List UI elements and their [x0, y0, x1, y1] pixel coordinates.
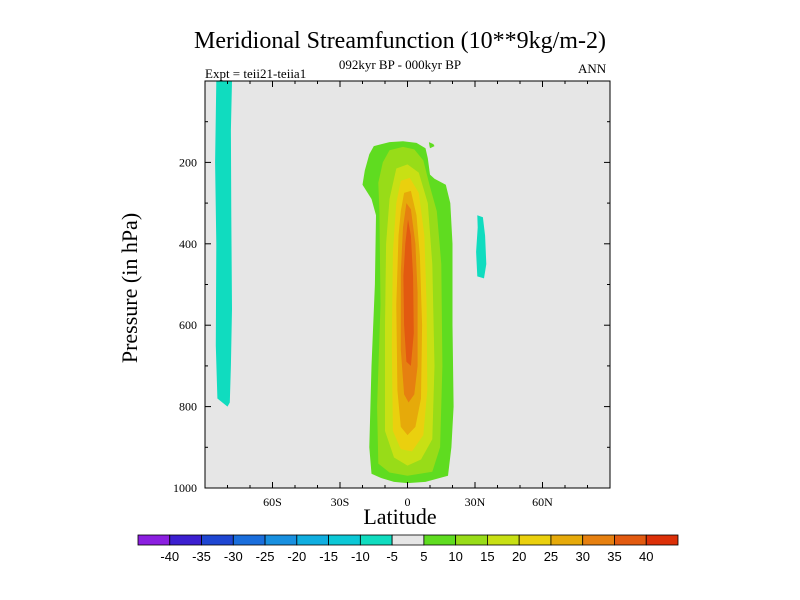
colorbar-label: 30: [575, 549, 589, 564]
colorbar-label: 5: [420, 549, 427, 564]
colorbar-label: 40: [639, 549, 653, 564]
colorbar-swatch: [518, 534, 552, 546]
colorbar-label: -5: [386, 549, 398, 564]
contour-regions: [215, 81, 487, 484]
x-tick-label: 30S: [331, 495, 350, 509]
axis-ticks: 60S 30S 0 30N 60N 200 400 600 800 1000: [173, 81, 610, 509]
colorbar-label: -35: [192, 549, 211, 564]
negative-cell-right: [476, 215, 487, 279]
colorbar-label: -30: [224, 549, 243, 564]
colorbar: -40 -35 -30 -25 -20 -15 -10 -5 5 10 15 20 25 30 35 40: [137, 534, 679, 564]
chart-title: Meridional Streamfunction (10**9kg/m-2): [194, 28, 606, 54]
positive-blob-upper: [428, 142, 435, 149]
negative-cell-left: [215, 81, 232, 407]
y-tick-label: 400: [179, 237, 197, 251]
colorbar-label: -15: [319, 549, 338, 564]
x-tick-label: 60S: [263, 495, 282, 509]
contour-level-7: [403, 219, 414, 366]
experiment-label: Expt = teii21-teiia1: [205, 66, 307, 81]
colorbar-swatch: [296, 534, 329, 546]
colorbar-swatch: [487, 534, 520, 546]
y-tick-label: 1000: [173, 481, 197, 495]
colorbar-label: -25: [256, 549, 275, 564]
colorbar-swatch: [455, 534, 488, 546]
colorbar-label: 25: [544, 549, 558, 564]
colorbar-swatch: [550, 534, 584, 546]
colorbar-swatch: [423, 534, 457, 546]
colorbar-swatch: [232, 534, 266, 546]
colorbar-swatch: [201, 534, 234, 546]
season-label: ANN: [578, 61, 607, 76]
colorbar-swatch: [582, 534, 615, 546]
colorbar-swatch: [328, 534, 361, 546]
colorbar-label: 20: [512, 549, 526, 564]
colorbar-label: -40: [160, 549, 179, 564]
colorbar-swatch: [645, 534, 679, 546]
x-axis-label: Latitude: [363, 504, 437, 529]
colorbar-swatch: [264, 534, 298, 546]
colorbar-label: 10: [448, 549, 462, 564]
x-tick-label: 0: [405, 495, 411, 509]
colorbar-swatch: [391, 534, 425, 546]
y-tick-label: 600: [179, 318, 197, 332]
chart-subtitle: 092kyr BP - 000kyr BP: [338, 57, 462, 72]
colorbar-swatch: [137, 534, 171, 546]
colorbar-label: 35: [607, 549, 621, 564]
y-tick-label: 800: [179, 400, 197, 414]
colorbar-swatch: [359, 534, 393, 546]
colorbar-label: -20: [287, 549, 306, 564]
x-tick-label: 30N: [465, 495, 486, 509]
x-tick-label: 60N: [532, 495, 553, 509]
y-tick-label: 200: [179, 155, 197, 169]
colorbar-swatch: [614, 534, 647, 546]
colorbar-label: -10: [351, 549, 370, 564]
colorbar-label: 15: [480, 549, 494, 564]
colorbar-swatch: [169, 534, 202, 546]
